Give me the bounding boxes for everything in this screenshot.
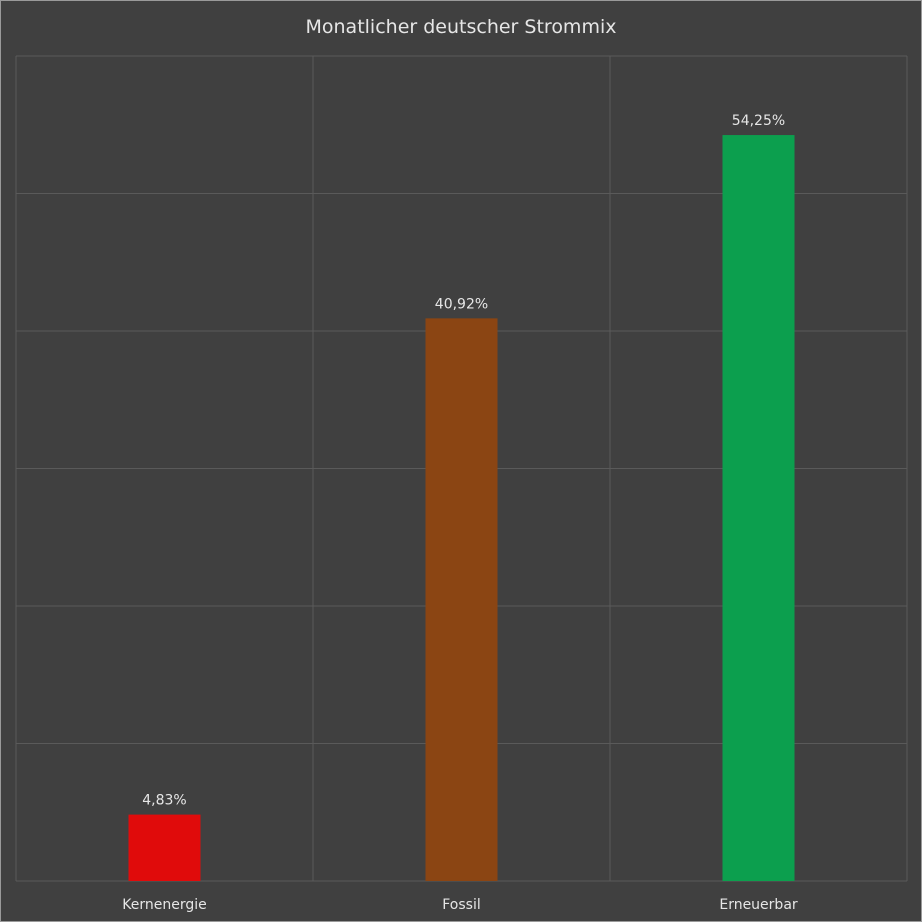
x-tick-label: Kernenergie — [122, 897, 206, 913]
x-tick-label: Fossil — [442, 897, 481, 913]
data-label: 54,25% — [732, 113, 785, 129]
data-label: 40,92% — [435, 296, 488, 312]
data-label: 4,83% — [142, 793, 186, 809]
chart-title: Monatlicher deutscher Strommix — [306, 16, 617, 38]
bar-kernenergie — [128, 814, 201, 881]
x-tick-label: Erneuerbar — [719, 897, 798, 913]
bar-fossil — [425, 318, 498, 882]
bar-erneuerbar — [722, 135, 795, 881]
